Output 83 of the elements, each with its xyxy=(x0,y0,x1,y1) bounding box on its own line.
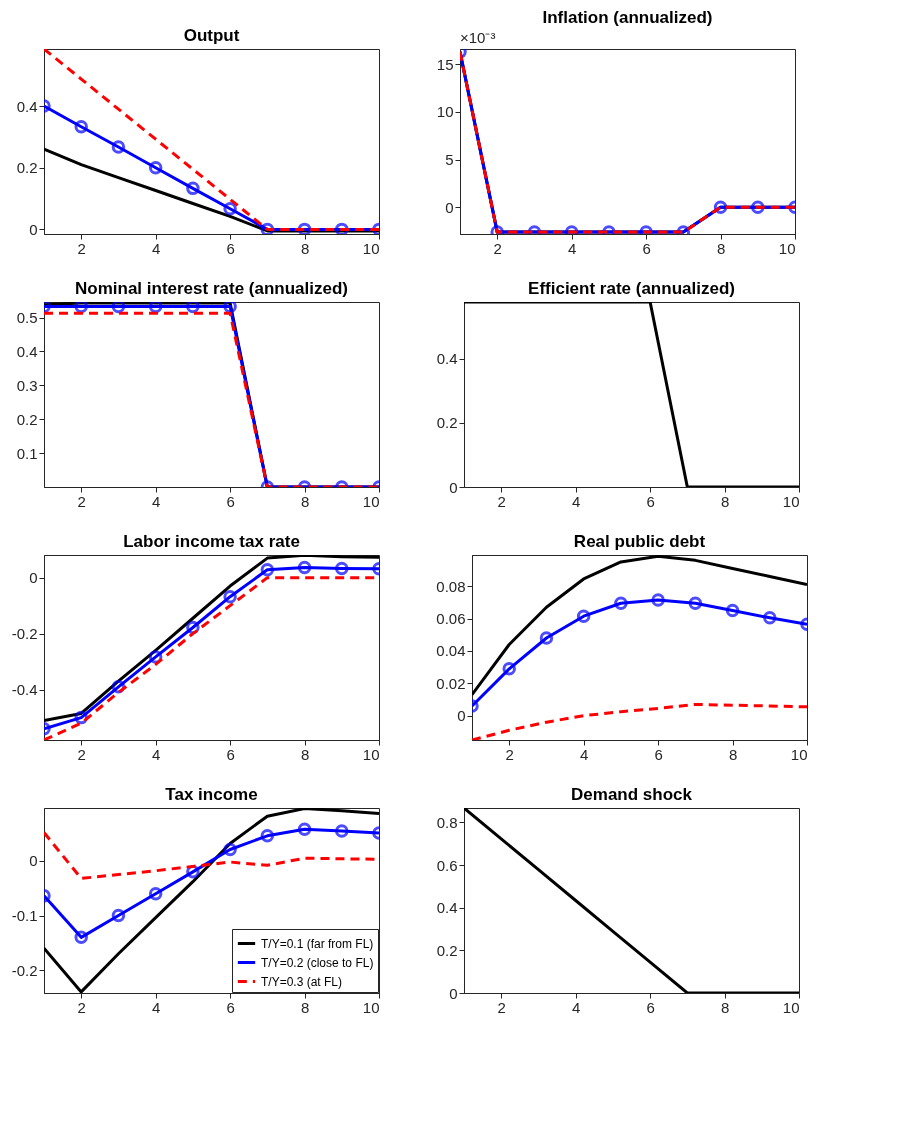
y-tick-label: -0.2 xyxy=(11,625,38,643)
x-tick-label: 4 xyxy=(567,239,577,257)
y-tick-label: 0 xyxy=(29,569,38,587)
y-tick-label: 0.04 xyxy=(436,642,466,660)
y-tick-label: 0.4 xyxy=(16,97,38,115)
x-tick-label: 6 xyxy=(226,239,235,257)
y-tick-label: 0 xyxy=(29,852,38,870)
y-tick-label: 0.1 xyxy=(16,444,38,462)
chart-title: Real public debt xyxy=(573,532,706,551)
y-tick-label: 0.4 xyxy=(16,342,38,360)
x-tick-label: 8 xyxy=(300,239,310,257)
x-tick-label: 10 xyxy=(782,492,800,510)
x-tick-label: 6 xyxy=(226,745,235,763)
y-tick-label: 15 xyxy=(436,55,454,73)
y-tick-label: -0.2 xyxy=(11,961,38,979)
legend-label: T/Y=0.2 (close to FL) xyxy=(261,955,374,970)
chart-title: Tax income xyxy=(165,785,258,804)
x-tick-label: 2 xyxy=(493,239,502,257)
y-tick-label: 0.02 xyxy=(436,674,466,692)
legend-label: T/Y=0.1 (far from FL) xyxy=(261,936,374,951)
x-tick-label: 2 xyxy=(77,239,86,257)
y-tick-label: 0 xyxy=(457,707,466,725)
y-tick-label: 0.2 xyxy=(436,941,458,959)
y-tick-label: -0.1 xyxy=(11,907,38,925)
x-tick-label: 2 xyxy=(77,745,86,763)
y-tick-label: 0.2 xyxy=(436,414,458,432)
x-tick-label: 10 xyxy=(362,745,380,763)
y-tick-label: 0.4 xyxy=(436,350,458,368)
x-tick-label: 8 xyxy=(720,492,730,510)
y-tick-label: 0 xyxy=(449,478,458,496)
x-tick-label: 8 xyxy=(300,492,310,510)
x-tick-label: 4 xyxy=(151,745,161,763)
x-tick-label: 6 xyxy=(646,998,655,1016)
x-tick-label: 8 xyxy=(720,998,730,1016)
y-tick-label: 0 xyxy=(449,984,458,1002)
x-tick-label: 10 xyxy=(362,998,380,1016)
y-tick-label: 0.2 xyxy=(16,159,38,177)
x-tick-label: 10 xyxy=(778,239,796,257)
y-tick-label: 0.2 xyxy=(16,410,38,428)
y-tick-label: 0.4 xyxy=(436,899,458,917)
y-tick-label: 5 xyxy=(445,151,454,169)
x-tick-label: 4 xyxy=(571,998,581,1016)
chart-title: Nominal interest rate (annualized) xyxy=(75,279,348,298)
x-tick-label: 10 xyxy=(362,492,380,510)
y-tick-label: 0.6 xyxy=(436,856,458,874)
x-tick-label: 8 xyxy=(716,239,726,257)
x-tick-label: 2 xyxy=(77,998,86,1016)
x-tick-label: 2 xyxy=(497,492,506,510)
y-tick-label: 10 xyxy=(436,103,454,121)
x-tick-label: 6 xyxy=(226,492,235,510)
x-tick-label: 2 xyxy=(505,745,514,763)
y-tick-label: 0.5 xyxy=(16,309,38,327)
y-tick-label: 0.08 xyxy=(436,577,466,595)
x-tick-label: 6 xyxy=(646,492,655,510)
chart-title: Demand shock xyxy=(571,785,693,804)
x-tick-label: 2 xyxy=(77,492,86,510)
y-tick-label: 0.3 xyxy=(16,376,38,394)
x-tick-label: 6 xyxy=(642,239,651,257)
x-tick-label: 10 xyxy=(790,745,808,763)
x-tick-label: 8 xyxy=(300,745,310,763)
x-tick-label: 4 xyxy=(579,745,589,763)
chart-title: Labor income tax rate xyxy=(123,532,300,551)
x-tick-label: 8 xyxy=(728,745,738,763)
chart-title: Efficient rate (annualized) xyxy=(528,279,735,298)
text: ×10⁻³ xyxy=(460,29,496,46)
x-tick-label: 4 xyxy=(151,998,161,1016)
x-tick-label: 2 xyxy=(497,998,506,1016)
x-tick-label: 4 xyxy=(151,492,161,510)
x-tick-label: 4 xyxy=(571,492,581,510)
x-tick-label: 8 xyxy=(300,998,310,1016)
x-tick-label: 6 xyxy=(226,998,235,1016)
legend-label: T/Y=0.3 (at FL) xyxy=(261,974,343,989)
y-tick-label: 0 xyxy=(29,220,38,238)
chart-title: Inflation (annualized) xyxy=(542,8,713,27)
y-tick-label: 0 xyxy=(445,198,454,216)
x-tick-label: 6 xyxy=(654,745,663,763)
y-tick-label: 0.06 xyxy=(436,610,466,628)
x-tick-label: 4 xyxy=(151,239,161,257)
y-tick-label: -0.4 xyxy=(11,681,38,699)
y-tick-label: 0.8 xyxy=(436,813,458,831)
x-tick-label: 10 xyxy=(362,239,380,257)
x-tick-label: 10 xyxy=(782,998,800,1016)
chart-title: Output xyxy=(183,26,240,45)
